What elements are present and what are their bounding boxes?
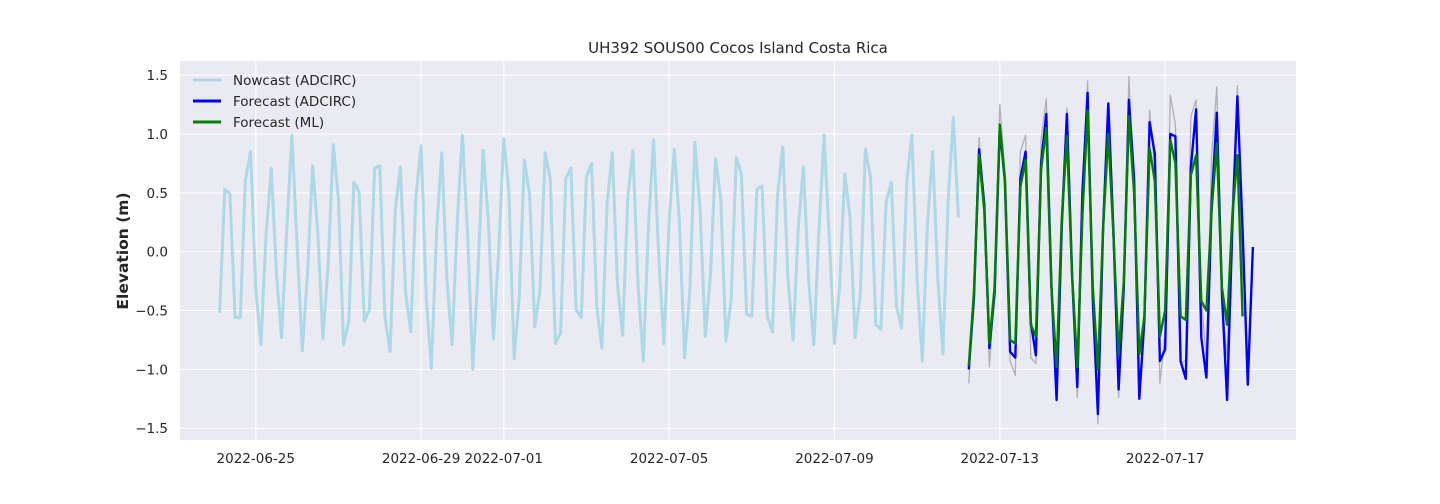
y-tick-label: 1.5 bbox=[147, 68, 168, 84]
x-tick-labels: 2022-06-25 2022-06-29 2022-07-01 2022-07-05… bbox=[217, 451, 1205, 467]
y-tick-labels: −1.5 −1.0 −0.5 0.0 0.5 1.0 1.5 bbox=[135, 68, 168, 437]
forecast-ml-line bbox=[967, 109, 1244, 371]
x-tick-label: 2022-07-17 bbox=[1126, 451, 1204, 467]
x-tick-label: 2022-07-13 bbox=[961, 451, 1039, 467]
x-tick-label: 2022-07-09 bbox=[795, 451, 873, 467]
series-lines bbox=[218, 75, 1255, 425]
legend: Nowcast (ADCIRC) Forecast (ADCIRC) Forec… bbox=[193, 73, 356, 131]
x-tick-label: 2022-07-05 bbox=[630, 451, 708, 467]
x-tick-label: 2022-06-25 bbox=[217, 451, 295, 467]
legend-label-nowcast: Nowcast (ADCIRC) bbox=[233, 73, 356, 89]
y-tick-label: 0.5 bbox=[147, 186, 168, 202]
legend-label-forecast-adcirc: Forecast (ADCIRC) bbox=[233, 94, 356, 110]
x-tick-label: 2022-07-01 bbox=[465, 451, 543, 467]
y-tick-label: −1.5 bbox=[135, 421, 168, 437]
y-axis-label: Elevation (m) bbox=[114, 192, 132, 309]
chart-title: UH392 SOUS00 Cocos Island Costa Rica bbox=[588, 39, 888, 57]
y-tick-label: 0.0 bbox=[147, 245, 168, 261]
y-tick-label: −1.0 bbox=[135, 362, 168, 378]
y-tick-label: 1.0 bbox=[147, 127, 168, 143]
x-tick-label: 2022-06-29 bbox=[382, 451, 460, 467]
nowcast-adcirc-line bbox=[218, 116, 960, 371]
legend-label-forecast-ml: Forecast (ML) bbox=[233, 115, 324, 131]
y-tick-label: −0.5 bbox=[135, 304, 168, 320]
